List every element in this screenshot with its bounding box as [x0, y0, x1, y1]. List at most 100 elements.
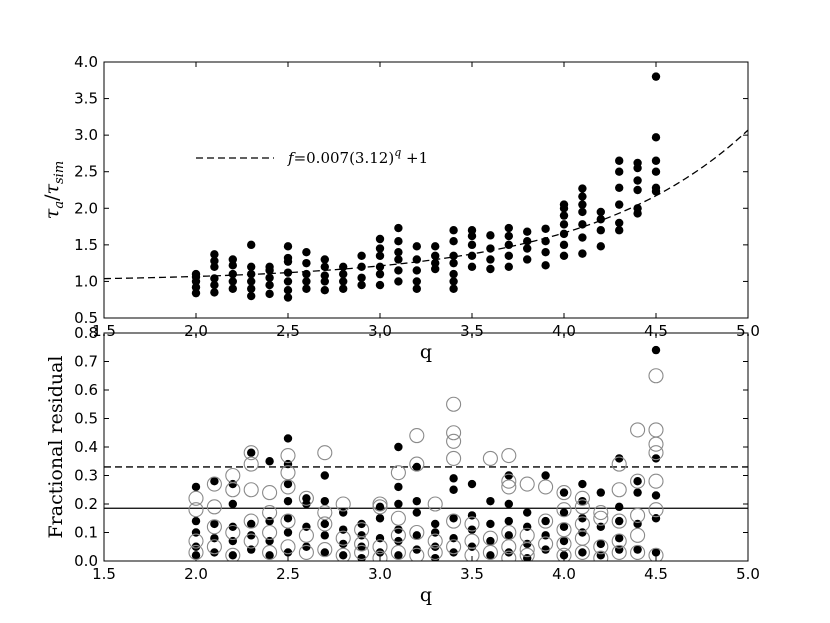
data-point-open	[501, 447, 517, 464]
data-point-open	[648, 445, 664, 461]
data-point	[541, 531, 550, 540]
data-point-open	[593, 550, 609, 561]
y-tick-label: 0.0	[74, 552, 98, 570]
legend-label: f=0.007(3.12)q +1	[287, 146, 428, 167]
x-tick-label: 3.5	[460, 565, 484, 583]
data-point-open	[225, 467, 241, 484]
y-tick-label: 0.6	[74, 381, 98, 399]
data-point	[559, 488, 569, 497]
data-point-open	[519, 527, 535, 543]
data-point	[578, 184, 587, 193]
x-tick-label: 3.0	[368, 565, 392, 583]
y-tick-label: 0.8	[74, 324, 98, 342]
data-point	[615, 516, 624, 526]
data-point	[523, 255, 532, 264]
data-point-open	[188, 533, 204, 549]
data-point	[449, 534, 458, 543]
data-point	[651, 454, 661, 463]
data-point-open	[538, 479, 554, 495]
data-point	[265, 516, 274, 526]
data-point-open	[501, 473, 517, 489]
data-point	[394, 499, 403, 509]
data-point	[375, 234, 385, 244]
data-point	[449, 474, 458, 483]
data-point	[633, 545, 642, 554]
x-tick-label: 1.5	[92, 565, 116, 583]
data-point	[265, 289, 274, 299]
data-point	[394, 442, 403, 452]
data-point-open	[280, 539, 296, 555]
data-point-open	[630, 527, 646, 543]
data-point-open	[501, 550, 517, 561]
data-point-open	[464, 516, 480, 532]
x-tick-label: 4.5	[644, 322, 668, 340]
data-point	[615, 502, 624, 512]
data-point	[191, 288, 201, 298]
data-point	[394, 277, 403, 286]
data-point	[431, 258, 440, 268]
data-point	[375, 514, 385, 523]
data-point-open	[446, 396, 462, 412]
data-point-open	[188, 544, 204, 561]
data-point-open	[335, 496, 351, 512]
data-point	[375, 251, 385, 261]
data-point-open	[225, 547, 241, 561]
data-point	[247, 291, 256, 301]
data-point	[412, 508, 421, 517]
data-point-open	[317, 504, 333, 521]
data-point-open	[556, 502, 572, 518]
data-point-open	[372, 550, 388, 561]
data-point	[320, 548, 329, 557]
data-point	[578, 192, 587, 201]
data-point-open	[354, 522, 370, 538]
data-point	[467, 525, 477, 534]
data-point-open	[427, 496, 443, 512]
data-point	[228, 522, 237, 531]
data-point-open	[464, 533, 480, 549]
data-point	[578, 233, 587, 242]
data-point	[394, 525, 403, 534]
data-point	[559, 251, 569, 261]
data-point-open	[648, 436, 664, 452]
data-point	[523, 522, 532, 531]
data-point	[283, 496, 293, 506]
data-point	[412, 545, 421, 554]
data-point	[320, 277, 329, 286]
data-point	[283, 293, 293, 302]
data-point	[247, 519, 256, 529]
data-point	[228, 551, 237, 560]
data-point	[541, 471, 550, 480]
data-point-open	[206, 539, 222, 555]
plot-area	[104, 345, 748, 561]
data-point-open	[630, 422, 646, 438]
data-point	[467, 542, 477, 551]
data-point	[651, 156, 661, 165]
data-point	[467, 511, 477, 520]
data-point-open	[611, 482, 627, 498]
data-point	[375, 534, 385, 543]
data-point	[228, 536, 237, 546]
x-tick-label: 1.5	[92, 322, 116, 340]
data-point	[394, 255, 403, 264]
y-tick-label: 1.5	[74, 236, 98, 254]
data-point-open	[298, 544, 314, 561]
data-point	[449, 548, 458, 557]
data-point	[320, 531, 329, 540]
data-point-open	[372, 499, 388, 515]
data-point	[191, 528, 201, 537]
x-axis-label: q	[420, 341, 432, 363]
data-point	[486, 231, 495, 240]
data-point	[615, 454, 624, 463]
data-point-open	[262, 504, 278, 521]
data-point	[302, 269, 311, 279]
data-point	[651, 133, 661, 142]
data-point	[339, 551, 348, 560]
data-point	[449, 226, 458, 235]
data-point-open	[372, 539, 388, 555]
x-axis-label: q	[420, 584, 432, 606]
data-point	[283, 548, 293, 557]
data-point	[615, 156, 624, 165]
data-point	[302, 247, 311, 257]
data-point	[578, 496, 587, 506]
